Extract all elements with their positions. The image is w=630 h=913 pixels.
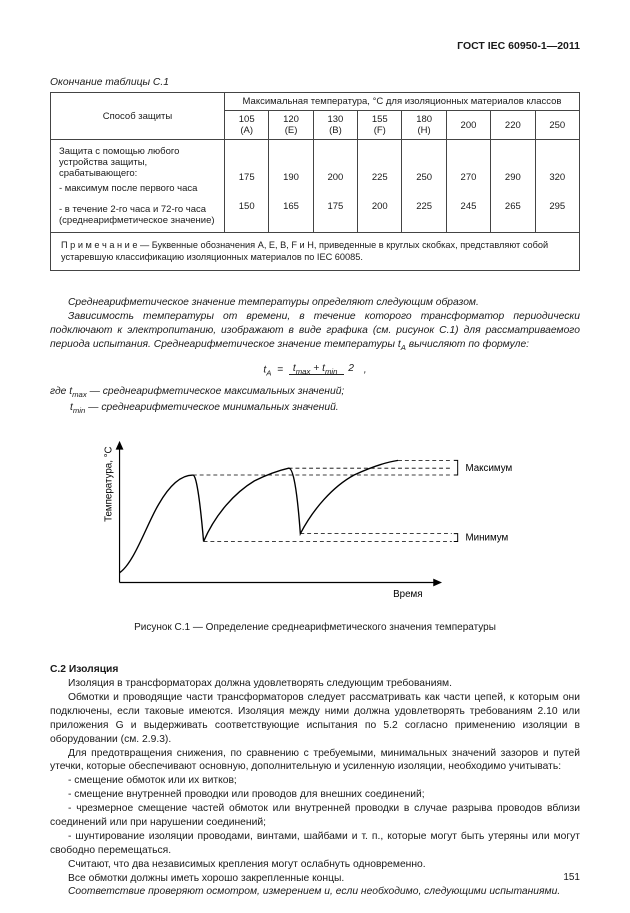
svg-text:Максимум: Максимум — [466, 463, 513, 474]
c2-p6: Соответствие проверяют осмотром, измерен… — [50, 885, 580, 899]
class-header: 105(A) — [225, 111, 269, 140]
class-header: 155(F) — [358, 111, 402, 140]
class-header: 250 — [535, 111, 579, 140]
class-header: 130(B) — [313, 111, 357, 140]
value-cell: 320295 — [535, 140, 579, 233]
class-header: 180(H) — [402, 111, 446, 140]
svg-text:Минимум: Минимум — [466, 533, 509, 544]
c2-p1: Изоляция в трансформаторах должна удовле… — [50, 677, 580, 691]
c2-p4: Считают, что два независимых крепления м… — [50, 858, 580, 872]
col-header-temp: Максимальная температура, °C для изоляци… — [225, 93, 580, 111]
figure-c1: Максимум Минимум Время Температура, °C Рису… — [50, 434, 580, 633]
svg-text:Время: Время — [393, 589, 422, 600]
svg-text:Температура, °C: Температура, °C — [104, 447, 115, 523]
section-head: C.2 Изоляция — [50, 663, 580, 677]
table-note: П р и м е ч а н и е — Буквенные обозначе… — [51, 233, 580, 271]
c2-b1: - смещение обмоток или их витков; — [50, 774, 580, 788]
para-1: Среднеарифметическое значение температур… — [50, 296, 580, 310]
value-cell: 290265 — [491, 140, 535, 233]
c2-p2: Обмотки и проводящие части трансформатор… — [50, 691, 580, 747]
c2-b2: - смещение внутренней проводки или прово… — [50, 788, 580, 802]
table-caption: Окончание таблицы C.1 — [50, 77, 580, 88]
page-number: 151 — [563, 872, 580, 883]
c2-b4: - шунтирование изоляции проводами, винта… — [50, 830, 580, 858]
value-cell: 225200 — [358, 140, 402, 233]
class-header: 120(E) — [269, 111, 313, 140]
row-method-label: Защита с помощью любого устройства защит… — [59, 146, 216, 179]
row-sub-b: - в течение 2-го часа и 72-го часа (сред… — [59, 204, 216, 226]
row-method: Защита с помощью любого устройства защит… — [51, 140, 225, 233]
intro-block: Среднеарифметическое значение температур… — [50, 296, 580, 353]
class-header: 200 — [446, 111, 490, 140]
figure-svg: Максимум Минимум Время Температура, °C — [100, 434, 530, 604]
c2-p3: Для предотвращения снижения, по сравнени… — [50, 747, 580, 775]
c2-b3: - чрезмерное смещение частей обмоток или… — [50, 802, 580, 830]
figure-caption: Рисунок C.1 — Определение среднеарифмети… — [50, 622, 580, 633]
c2-p5: Все обмотки должны иметь хорошо закрепле… — [50, 872, 580, 886]
where-block: где tmax — среднеарифметическое максимал… — [50, 385, 580, 416]
col-header-method: Способ защиты — [51, 93, 225, 140]
value-cell: 175150 — [225, 140, 269, 233]
temperature-table: Способ защиты Максимальная температура, … — [50, 92, 580, 271]
class-header: 220 — [491, 111, 535, 140]
value-cell: 250225 — [402, 140, 446, 233]
value-cell: 200175 — [313, 140, 357, 233]
formula: tA = tmax + tmin 2 , — [50, 363, 580, 377]
section-c2: C.2 Изоляция Изоляция в трансформаторах … — [50, 663, 580, 899]
value-cell: 190165 — [269, 140, 313, 233]
row-sub-a: - максимум после первого часа — [59, 183, 216, 194]
para-2: Зависимость температуры от времени, в те… — [50, 310, 580, 353]
standard-code: ГОСТ IEC 60950-1—2011 — [50, 40, 580, 52]
value-cell: 270245 — [446, 140, 490, 233]
